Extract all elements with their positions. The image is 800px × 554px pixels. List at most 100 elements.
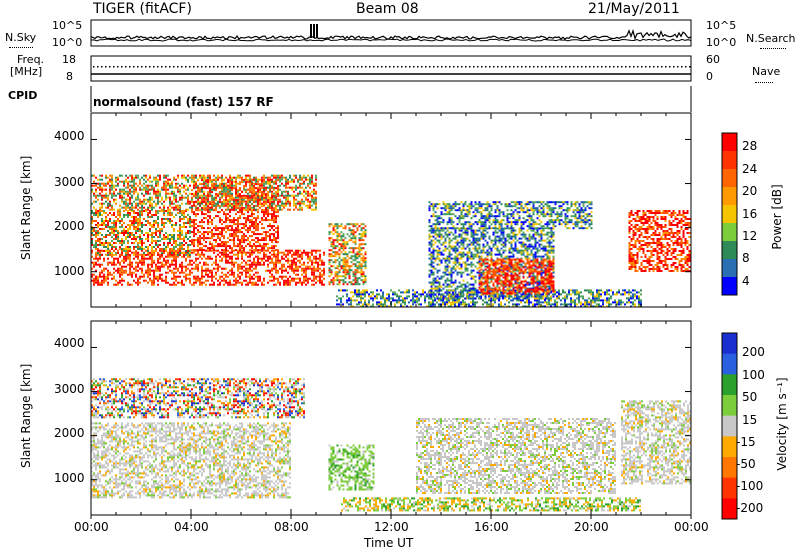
power-cell xyxy=(241,235,243,238)
power-cell xyxy=(259,261,261,264)
power-cell xyxy=(139,281,141,284)
power-cell xyxy=(129,208,131,211)
power-cell xyxy=(356,291,358,294)
power-cell xyxy=(193,245,195,248)
nave-dot xyxy=(441,66,443,68)
power-cell xyxy=(151,236,153,238)
power-cell xyxy=(578,299,580,302)
power-cell xyxy=(352,249,355,252)
nave-dot xyxy=(305,66,307,68)
power-cell xyxy=(570,299,572,302)
power-cell xyxy=(211,194,213,197)
power-cell xyxy=(111,273,113,276)
power-cell xyxy=(287,200,289,203)
power-cell xyxy=(362,261,365,264)
power-cell xyxy=(237,281,239,284)
power-cell xyxy=(217,178,219,181)
power-cell xyxy=(115,226,117,228)
power-cell xyxy=(428,303,430,306)
power-cell xyxy=(113,250,115,252)
power-cell xyxy=(123,257,125,260)
power-cell xyxy=(362,239,365,242)
power-cell xyxy=(225,247,227,250)
power-cell xyxy=(275,192,277,195)
power-cell xyxy=(107,275,109,278)
power-cell xyxy=(163,242,165,244)
power-cell xyxy=(406,297,408,300)
power-cell xyxy=(99,271,101,274)
power-cell xyxy=(492,305,494,307)
power-cell xyxy=(275,283,277,286)
power-cell xyxy=(129,224,131,226)
power-cell xyxy=(155,267,157,270)
power-cell xyxy=(149,222,151,224)
power-cell xyxy=(251,186,253,189)
power-cell xyxy=(111,178,113,181)
power-cell xyxy=(203,245,205,248)
power-cell xyxy=(287,190,289,193)
power-cell xyxy=(348,269,351,272)
power-cell xyxy=(131,234,133,236)
power-cell xyxy=(289,279,291,282)
power-cell xyxy=(452,301,454,304)
power-cell xyxy=(179,232,181,234)
power-cell xyxy=(167,214,169,216)
power-cell xyxy=(135,196,137,199)
power-cell xyxy=(295,174,297,177)
power-cell xyxy=(600,295,602,298)
power-cell xyxy=(376,289,378,292)
power-cell xyxy=(169,210,171,212)
power-cell xyxy=(291,194,293,197)
nave-dot xyxy=(121,66,123,68)
power-cell xyxy=(303,202,305,205)
power-cell xyxy=(604,293,606,296)
power-cell xyxy=(620,299,622,302)
power-cell xyxy=(263,202,265,205)
power-cell xyxy=(398,289,400,292)
power-cell xyxy=(247,283,249,286)
power-cell xyxy=(139,253,141,256)
power-cell xyxy=(303,263,305,266)
power-cell xyxy=(251,192,253,195)
power-cell xyxy=(273,195,275,198)
power-cell xyxy=(315,192,317,195)
power-cell xyxy=(598,305,600,307)
power-cell xyxy=(143,186,145,189)
power-cell xyxy=(139,277,141,280)
power-cell xyxy=(99,238,101,240)
power-cell xyxy=(163,257,165,260)
power-cell xyxy=(91,261,93,264)
power-cell xyxy=(500,295,502,298)
power-cell xyxy=(233,271,235,274)
power-cell xyxy=(145,279,147,282)
power-cell xyxy=(263,178,265,181)
power-cell xyxy=(474,293,476,296)
power-cell xyxy=(99,182,101,185)
power-cell xyxy=(115,184,117,187)
power-cell xyxy=(163,238,165,240)
power-cell xyxy=(217,186,219,189)
power-cell xyxy=(145,271,147,274)
power-cell xyxy=(328,267,331,270)
power-cell xyxy=(307,267,309,270)
power-cell xyxy=(249,178,251,181)
power-cell xyxy=(101,204,103,207)
power-cell xyxy=(241,196,243,199)
power-cell xyxy=(307,277,309,280)
power-cell xyxy=(103,236,105,238)
power-cell xyxy=(279,275,281,278)
power-cell xyxy=(95,263,97,266)
power-cell xyxy=(556,295,558,298)
power-cell xyxy=(201,188,203,191)
power-cell xyxy=(115,228,117,230)
power-cell xyxy=(207,269,209,272)
power-cell xyxy=(125,238,127,240)
power-cell xyxy=(319,253,321,256)
power-cell xyxy=(203,233,205,236)
power-cell xyxy=(610,289,612,292)
power-cell xyxy=(171,244,173,246)
power-cell xyxy=(163,236,165,238)
power-cell xyxy=(209,227,211,230)
power-cell xyxy=(271,253,273,256)
power-cell xyxy=(245,269,247,272)
